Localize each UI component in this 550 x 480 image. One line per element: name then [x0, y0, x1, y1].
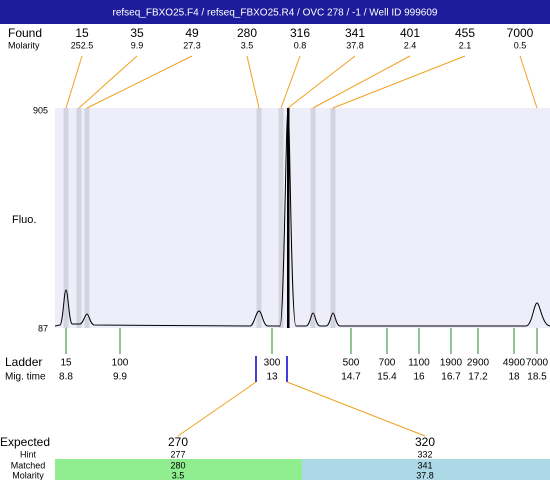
peak-size: 49 [185, 26, 199, 40]
peak-molarity: 37.8 [346, 40, 364, 50]
peak-molarity: 0.5 [514, 40, 527, 50]
title: refseq_FBXO25.F4 / refseq_FBXO25.R4 / OV… [113, 8, 438, 19]
peak-connector [78, 55, 138, 109]
ladder-size: 1900 [440, 358, 463, 369]
peak-size: 455 [455, 26, 475, 40]
hint-label: Hint [20, 449, 37, 459]
expected-label: Expected [0, 435, 50, 449]
matched-band-1 [55, 459, 302, 480]
ladder-size: 2900 [467, 358, 490, 369]
peak-band [84, 108, 90, 328]
peak-size: 341 [345, 26, 365, 40]
ladder-time: 18 [508, 372, 520, 383]
ladder-size: 15 [60, 358, 72, 369]
plot-area [55, 108, 550, 328]
matched: 341 [417, 460, 432, 470]
peak-molarity: 252.5 [71, 40, 94, 50]
mig-time-label: Mig. time [5, 372, 46, 383]
peak-connector [312, 55, 411, 109]
molarity-row-label: Molarity [12, 470, 44, 480]
found-label: Found [8, 26, 42, 40]
peak-connector [519, 55, 538, 109]
ladder-size: 7000 [526, 358, 549, 369]
y-axis-label: Fluo. [12, 214, 36, 226]
y-max: 905 [33, 105, 48, 115]
ladder-time: 15.4 [377, 372, 397, 383]
peak-size: 35 [130, 26, 144, 40]
peak-size: 316 [290, 26, 310, 40]
peak-molarity: 9.9 [131, 40, 144, 50]
ladder-size: 4900 [503, 358, 526, 369]
ladder-size: 1100 [408, 358, 430, 369]
ladder-size: 500 [343, 358, 360, 369]
peak-molarity: 2.4 [404, 40, 417, 50]
ladder-size: 700 [379, 358, 396, 369]
ladder-time: 16 [413, 372, 425, 383]
peak-molarity: 0.8 [294, 40, 307, 50]
ladder-time: 9.9 [113, 372, 127, 383]
expected-size: 270 [168, 435, 188, 449]
peak-connector [246, 55, 260, 109]
peak-size: 15 [75, 26, 89, 40]
peak-connector [287, 55, 356, 109]
peak-molarity: 3.5 [241, 40, 254, 50]
peak-connector [332, 55, 466, 109]
peak-connector [280, 55, 301, 109]
matched-molarity: 3.5 [172, 470, 185, 480]
matched-band-2 [302, 459, 550, 480]
ladder-time: 18.5 [527, 372, 547, 383]
peak-connector [86, 55, 193, 109]
ladder-time: 13 [266, 372, 278, 383]
main-peak-line [287, 108, 290, 328]
peak-band [330, 108, 336, 328]
peak-size: 401 [400, 26, 420, 40]
peak-band [278, 108, 284, 328]
peak-band [256, 108, 262, 328]
hint: 277 [170, 449, 185, 459]
ladder-time: 8.8 [59, 372, 73, 383]
peak-connector [65, 55, 83, 109]
peak-band [76, 108, 82, 328]
peak-band [63, 108, 69, 328]
matched-molarity: 37.8 [416, 470, 434, 480]
peak-band [310, 108, 316, 328]
expected-size: 320 [415, 435, 435, 449]
title-bar [0, 0, 550, 24]
hint: 332 [417, 449, 432, 459]
matched: 280 [170, 460, 185, 470]
peak-size: 7000 [507, 26, 534, 40]
molarity-label: Molarity [8, 40, 40, 50]
ladder-time: 14.7 [341, 372, 361, 383]
y-min: 87 [38, 323, 48, 333]
ladder-time: 17.2 [468, 372, 488, 383]
ladder-time: 16.7 [441, 372, 461, 383]
peak-molarity: 2.1 [459, 40, 472, 50]
expected-connector [286, 381, 426, 437]
expected-connector [177, 381, 257, 437]
ladder-size: 100 [112, 358, 129, 369]
ladder-label: Ladder [5, 355, 42, 369]
matched-label: Matched [11, 460, 46, 470]
ladder-size: 300 [264, 358, 281, 369]
peak-molarity: 27.3 [183, 40, 201, 50]
peak-size: 280 [237, 26, 257, 40]
